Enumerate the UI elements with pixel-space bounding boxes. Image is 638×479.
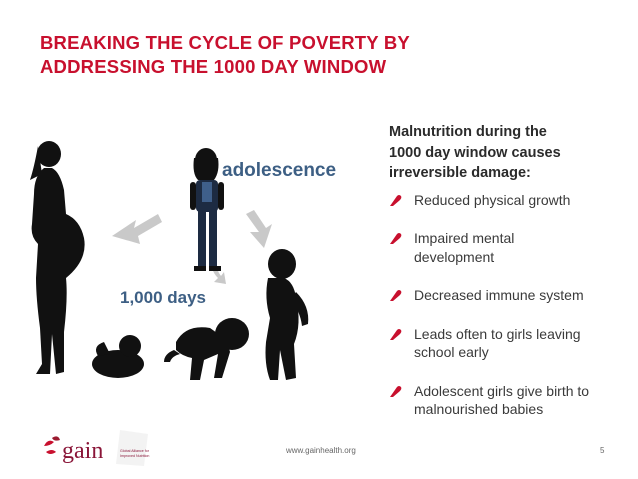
page-number: 5 xyxy=(600,446,605,455)
list-item: Impaired mental development xyxy=(389,229,629,266)
title-line-2: ADDRESSING THE 1000 DAY WINDOW xyxy=(40,56,387,77)
content-panel: Malnutrition during the 1000 day window … xyxy=(389,122,629,439)
adolescent-girl-silhouette xyxy=(190,148,224,271)
list-item: Decreased immune system xyxy=(389,286,629,305)
life-cycle-illustration: adolescence 1,000 days xyxy=(30,141,336,380)
bullet-slash-icon xyxy=(390,385,402,397)
list-item-text-1: Reduced physical growth xyxy=(414,191,571,208)
bullet-slash-icon xyxy=(390,328,402,340)
list-item: Reduced physical growth xyxy=(389,191,629,210)
pregnant-woman-silhouette xyxy=(30,141,85,374)
logo-wordmark: gain xyxy=(62,438,103,464)
toddler-silhouette xyxy=(265,249,309,380)
adolescence-label: adolescence xyxy=(222,160,336,181)
lead-statement: Malnutrition during the 1000 day window … xyxy=(389,122,629,184)
list-item-text-1: Adolescent girls give birth to xyxy=(414,382,590,399)
list-item-text-1: Leads often to girls leaving xyxy=(414,325,581,342)
list-item-text-1: Decreased immune system xyxy=(414,287,584,303)
gain-logo: gain Global Alliance for Improved Nutrit… xyxy=(44,430,150,466)
bullet-slash-icon xyxy=(390,194,402,206)
bullet-slash-icon xyxy=(390,290,402,301)
effects-list: Reduced physical growth Impaired mental … xyxy=(389,191,629,419)
list-item-text-1: Impaired mental xyxy=(414,230,515,246)
newborn-silhouette xyxy=(92,335,144,378)
lead-line-1: Malnutrition during the xyxy=(389,124,547,140)
list-item: Adolescent girls give birth to malnouris… xyxy=(389,382,629,419)
arrow-to-mother-icon xyxy=(112,214,162,244)
footer-url: www.gainhealth.org xyxy=(286,446,356,455)
logo-tagline-line-1: Global Alliance for xyxy=(120,449,150,453)
list-item: Leads often to girls leaving school earl… xyxy=(389,325,629,362)
title-line-1: BREAKING THE CYCLE OF POVERTY BY xyxy=(40,32,410,53)
logo-tagline-line-2: Improved Nutrition xyxy=(120,454,149,458)
lead-line-2: 1000 day window causes xyxy=(389,144,561,161)
crawling-baby-silhouette xyxy=(164,318,249,380)
1000-days-label: 1,000 days xyxy=(120,288,206,307)
list-item-text-2: development xyxy=(414,248,495,265)
arrow-to-adolescent-icon xyxy=(246,210,272,248)
lead-line-3: irreversible damage: xyxy=(389,165,531,181)
logo-leaf-icon xyxy=(44,436,60,454)
list-item-text-2: school early xyxy=(414,344,489,360)
slide-title: BREAKING THE CYCLE OF POVERTY BY ADDRESS… xyxy=(40,31,510,79)
list-item-text-2: malnourished babies xyxy=(414,401,544,417)
bullet-slash-icon xyxy=(390,233,402,244)
